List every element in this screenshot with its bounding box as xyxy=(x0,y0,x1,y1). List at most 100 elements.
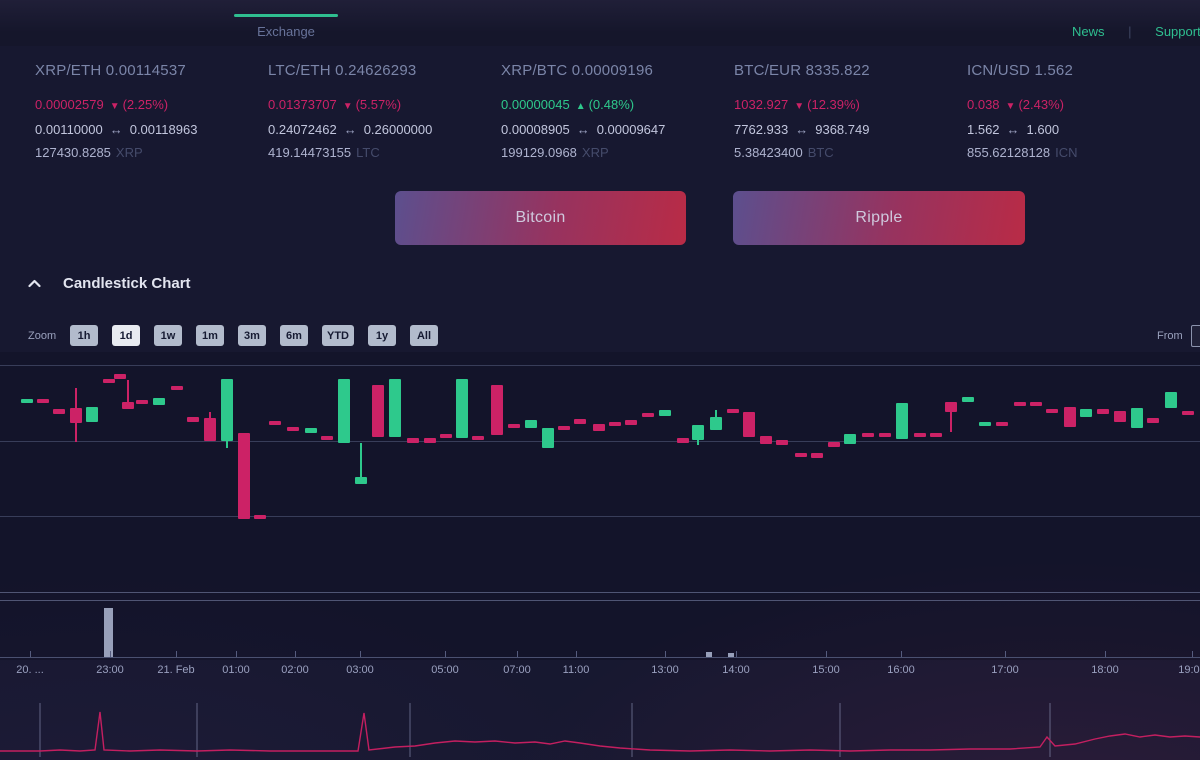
x-axis-tick xyxy=(665,651,666,657)
candle[interactable] xyxy=(1030,402,1042,406)
candle[interactable] xyxy=(21,399,33,403)
candle[interactable] xyxy=(86,407,98,422)
candle[interactable] xyxy=(727,409,739,413)
candle[interactable] xyxy=(1046,409,1058,413)
candle[interactable] xyxy=(407,438,419,443)
x-axis-label: 03:00 xyxy=(332,664,388,678)
candle[interactable] xyxy=(53,409,65,414)
candle[interactable] xyxy=(238,433,250,519)
candle[interactable] xyxy=(254,515,266,519)
volume-bar xyxy=(104,608,113,657)
x-axis-tick xyxy=(176,651,177,657)
candlestick-chart[interactable]: 20. ...23:0021. Feb01:0002:0003:0005:000… xyxy=(0,0,1200,760)
exchange-app: Exchange News | Support XRP/ETH 0.001145… xyxy=(0,0,1200,760)
candle[interactable] xyxy=(692,425,704,440)
candle[interactable] xyxy=(136,400,148,404)
x-axis-label: 16:00 xyxy=(873,664,929,678)
candle[interactable] xyxy=(542,428,554,448)
candle[interactable] xyxy=(508,424,520,428)
candle[interactable] xyxy=(659,410,671,416)
x-axis-label: 17:00 xyxy=(977,664,1033,678)
x-axis-tick xyxy=(576,651,577,657)
candle[interactable] xyxy=(204,418,216,441)
candle[interactable] xyxy=(187,417,199,422)
candle[interactable] xyxy=(677,438,689,443)
candle[interactable] xyxy=(844,434,856,444)
candle[interactable] xyxy=(1165,392,1177,408)
candle[interactable] xyxy=(962,397,974,402)
x-axis-label: 13:00 xyxy=(637,664,693,678)
candle[interactable] xyxy=(1097,409,1109,414)
candle[interactable] xyxy=(642,413,654,417)
candle[interactable] xyxy=(879,433,891,437)
candle[interactable] xyxy=(269,421,281,425)
x-axis-tick xyxy=(1005,651,1006,657)
candle[interactable] xyxy=(945,402,957,412)
candle[interactable] xyxy=(760,436,772,444)
candle[interactable] xyxy=(776,440,788,445)
candle[interactable] xyxy=(338,379,350,443)
pane-separator-line xyxy=(0,600,1200,601)
candle[interactable] xyxy=(491,385,503,435)
candle[interactable] xyxy=(862,433,874,437)
x-axis-tick xyxy=(445,651,446,657)
candle[interactable] xyxy=(609,422,621,426)
candle[interactable] xyxy=(1147,418,1159,423)
candle[interactable] xyxy=(424,438,436,443)
candle[interactable] xyxy=(122,402,134,409)
x-axis-tick xyxy=(736,651,737,657)
candle[interactable] xyxy=(896,403,908,439)
candle[interactable] xyxy=(287,427,299,431)
candle[interactable] xyxy=(114,374,126,379)
candle[interactable] xyxy=(525,420,537,428)
x-axis-tick xyxy=(517,651,518,657)
candle[interactable] xyxy=(914,433,926,437)
candle[interactable] xyxy=(811,453,823,458)
x-axis-label: 19:00 xyxy=(1164,664,1200,678)
chart-plot-background xyxy=(0,352,1200,660)
candle[interactable] xyxy=(472,436,484,440)
candle[interactable] xyxy=(1014,402,1026,406)
candle[interactable] xyxy=(1131,408,1143,428)
pane-separator-line xyxy=(0,592,1200,593)
candle[interactable] xyxy=(593,424,605,431)
candle[interactable] xyxy=(1064,407,1076,427)
candle[interactable] xyxy=(558,426,570,430)
candle[interactable] xyxy=(305,428,317,433)
navigator-series-line xyxy=(0,712,1200,751)
candle[interactable] xyxy=(153,398,165,405)
candle[interactable] xyxy=(440,434,452,438)
candle[interactable] xyxy=(710,417,722,430)
candle[interactable] xyxy=(1182,411,1194,415)
x-axis-tick xyxy=(826,651,827,657)
candle[interactable] xyxy=(372,385,384,437)
gridline xyxy=(0,516,1200,517)
x-axis-tick xyxy=(360,651,361,657)
x-axis-label: 23:00 xyxy=(82,664,138,678)
candle[interactable] xyxy=(70,408,82,423)
x-axis-tick xyxy=(1105,651,1106,657)
candle[interactable] xyxy=(828,442,840,447)
x-axis-tick xyxy=(295,651,296,657)
candle[interactable] xyxy=(221,379,233,441)
chart-navigator[interactable] xyxy=(0,695,1200,760)
candle[interactable] xyxy=(37,399,49,403)
candle[interactable] xyxy=(171,386,183,390)
candle[interactable] xyxy=(979,422,991,426)
candle[interactable] xyxy=(389,379,401,437)
candle[interactable] xyxy=(625,420,637,425)
candle[interactable] xyxy=(1114,411,1126,422)
candle[interactable] xyxy=(996,422,1008,426)
candle[interactable] xyxy=(795,453,807,457)
candle[interactable] xyxy=(355,477,367,484)
x-axis-tick xyxy=(236,651,237,657)
candle[interactable] xyxy=(456,379,468,438)
candle[interactable] xyxy=(574,419,586,424)
x-axis-tick xyxy=(901,651,902,657)
candle[interactable] xyxy=(930,433,942,437)
gridline xyxy=(0,365,1200,366)
candle[interactable] xyxy=(321,436,333,440)
candle[interactable] xyxy=(1080,409,1092,417)
candle[interactable] xyxy=(743,412,755,437)
candle[interactable] xyxy=(103,379,115,383)
